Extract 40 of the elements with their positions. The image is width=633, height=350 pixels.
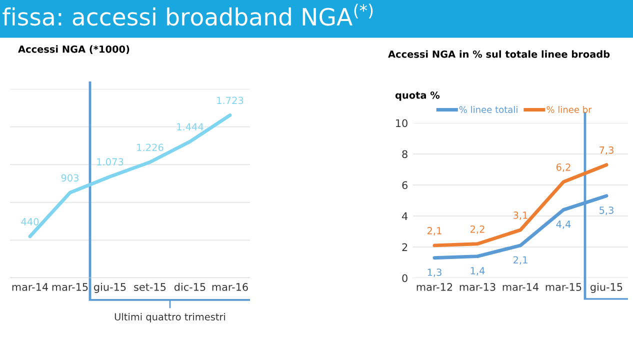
x-tick-label: mar-15 — [546, 283, 582, 291]
x-tick-label: set-15 — [134, 283, 166, 291]
data-label: 903 — [61, 174, 78, 182]
y-tick-label: 2 — [402, 243, 408, 251]
data-label: 7,3 — [600, 146, 614, 155]
x-tick-label: giu-15 — [590, 282, 622, 293]
data-label: 2,2 — [470, 225, 484, 234]
y-tick-label: 6 — [402, 181, 408, 190]
y-tick-label: 0 — [402, 274, 408, 282]
x-tick-label: giu-15 — [94, 282, 126, 293]
x-tick-label: mar-16 — [212, 283, 248, 291]
y-tick-label: 4 — [402, 212, 408, 220]
data-label: 3,1 — [514, 212, 528, 220]
y-tick-label: 8 — [402, 150, 408, 158]
data-label: 4,4 — [556, 220, 571, 229]
x-tick-label: dic-15 — [174, 282, 206, 291]
x-tick-label: mar-15 — [52, 283, 88, 291]
data-label: 2,1 — [513, 256, 528, 265]
text: fissa: accessi broadband NGA$^{(*)}$ — [2, 4, 373, 26]
chart-title: Accessi NGA in % sul totale linee broadb — [388, 50, 610, 58]
data-label: 5,3 — [600, 206, 614, 215]
chart-title: Accessi NGA (*1000) — [18, 45, 130, 54]
data-label: 1,3 — [428, 268, 442, 277]
y-tick-label: 10 — [396, 119, 408, 128]
x-tick-label: mar-14 — [12, 283, 48, 291]
x-tick-label: mar-12 — [416, 283, 452, 291]
y-axis-title: quota % — [395, 91, 440, 101]
data-label: 1.073 — [97, 158, 124, 166]
legend-label: % linee totali — [459, 106, 518, 113]
data-label: 6,2 — [556, 163, 570, 172]
data-label: 1,4 — [470, 267, 485, 276]
data-label: 440 — [21, 218, 39, 226]
x-tick-label: mar-13 — [460, 283, 496, 291]
legend-label: % linee br — [546, 106, 592, 113]
data-label: 2,1 — [427, 227, 442, 236]
x-tick-label: mar-14 — [502, 283, 538, 291]
data-label: 1.444 — [177, 123, 204, 130]
data-label: 1.723 — [217, 96, 244, 104]
data-label: 1.226 — [137, 144, 164, 152]
text: Ultimi quattro trimestri — [114, 312, 226, 322]
